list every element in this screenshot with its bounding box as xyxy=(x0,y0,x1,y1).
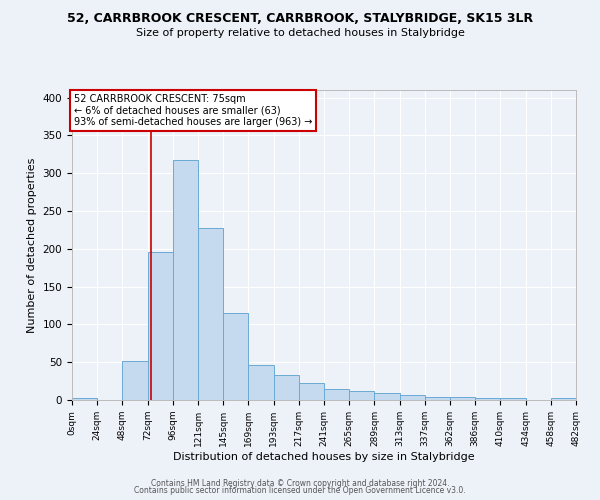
Bar xyxy=(248,365,274,400)
Bar xyxy=(374,393,400,400)
Text: 52, CARRBROOK CRESCENT, CARRBROOK, STALYBRIDGE, SK15 3LR: 52, CARRBROOK CRESCENT, CARRBROOK, STALY… xyxy=(67,12,533,26)
Text: 52 CARRBROOK CRESCENT: 75sqm
← 6% of detached houses are smaller (63)
93% of sem: 52 CARRBROOK CRESCENT: 75sqm ← 6% of det… xyxy=(74,94,313,127)
Bar xyxy=(198,228,223,400)
Bar xyxy=(148,252,173,400)
Text: Contains HM Land Registry data © Crown copyright and database right 2024.: Contains HM Land Registry data © Crown c… xyxy=(151,478,449,488)
Bar xyxy=(500,398,526,400)
Bar xyxy=(324,390,349,400)
Bar xyxy=(450,397,475,400)
Bar xyxy=(173,160,198,400)
Bar xyxy=(349,391,374,400)
Bar xyxy=(400,396,425,400)
Y-axis label: Number of detached properties: Number of detached properties xyxy=(27,158,37,332)
Bar xyxy=(475,398,500,400)
Bar xyxy=(299,384,324,400)
Text: Contains public sector information licensed under the Open Government Licence v3: Contains public sector information licen… xyxy=(134,486,466,495)
Text: Size of property relative to detached houses in Stalybridge: Size of property relative to detached ho… xyxy=(136,28,464,38)
Bar xyxy=(425,397,450,400)
Bar xyxy=(72,398,97,400)
Bar xyxy=(223,313,248,400)
X-axis label: Distribution of detached houses by size in Stalybridge: Distribution of detached houses by size … xyxy=(173,452,475,462)
Bar xyxy=(274,375,299,400)
Bar xyxy=(551,398,576,400)
Bar xyxy=(122,362,148,400)
